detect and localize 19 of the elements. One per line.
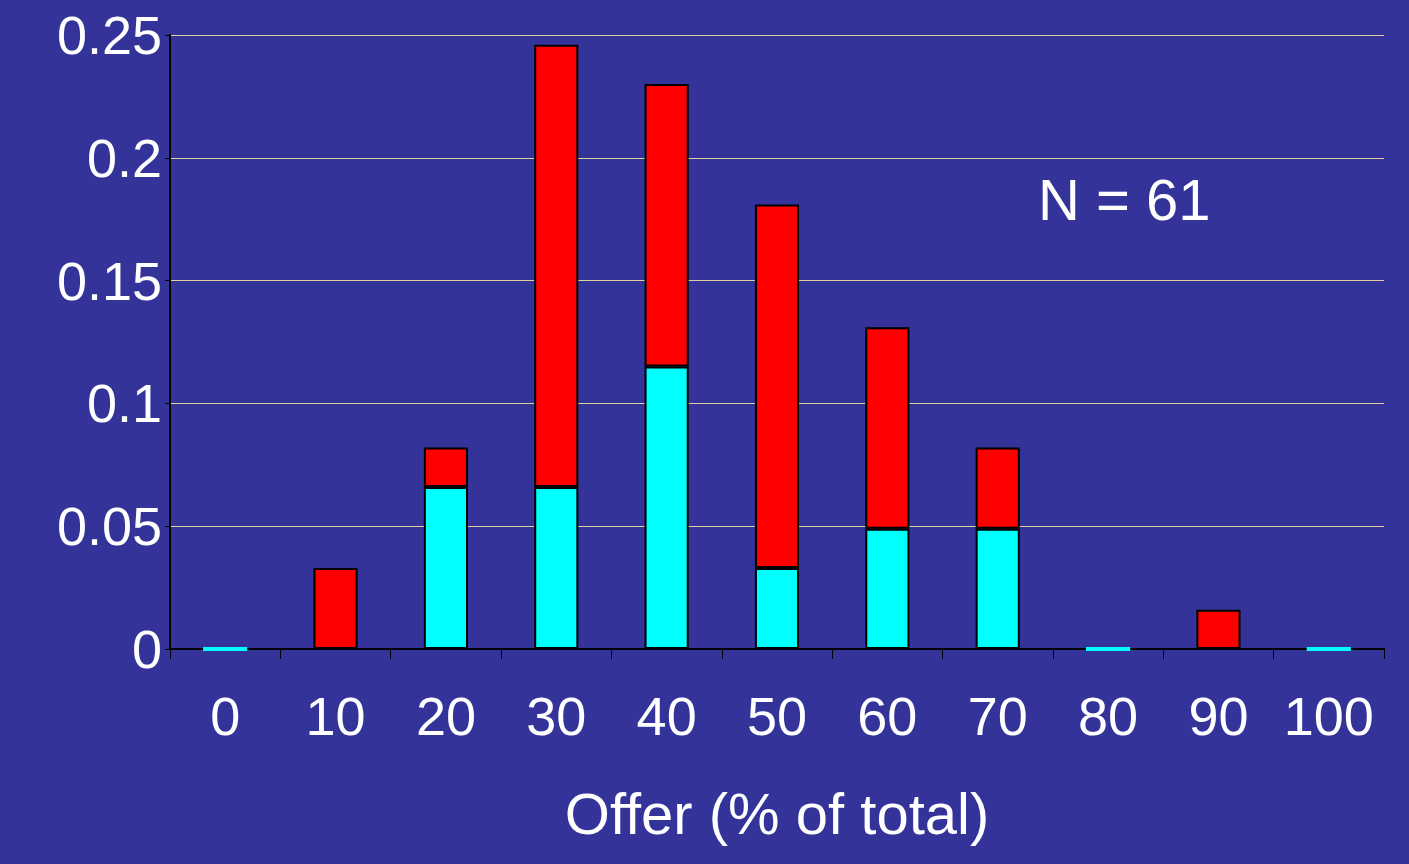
y-tick-label: 0.05 <box>56 496 162 557</box>
x-tick-label: 100 <box>1283 686 1374 746</box>
x-tick-label: 60 <box>857 686 918 746</box>
annotation: N = 61 <box>1038 166 1211 232</box>
x-tick-label: 70 <box>967 686 1028 746</box>
x-tick-label: 80 <box>1078 686 1139 746</box>
y-tick-label: 0.1 <box>86 373 162 434</box>
x-tick-label: 0 <box>210 686 241 746</box>
x-axis-title: Offer (% of total) <box>564 780 990 846</box>
x-tick-label: 90 <box>1188 686 1249 746</box>
x-tick-label: 40 <box>636 686 697 746</box>
y-tick-label: 0 <box>131 619 162 679</box>
y-tick-label: 0.2 <box>86 127 162 188</box>
x-tick-label: 30 <box>526 686 587 746</box>
x-tick-label: 50 <box>746 686 808 746</box>
x-tick-label: 20 <box>415 686 476 746</box>
y-tick-label: 0.15 <box>56 250 162 311</box>
x-tick-label: 10 <box>305 686 366 746</box>
y-tick-label: 0.25 <box>56 5 162 65</box>
